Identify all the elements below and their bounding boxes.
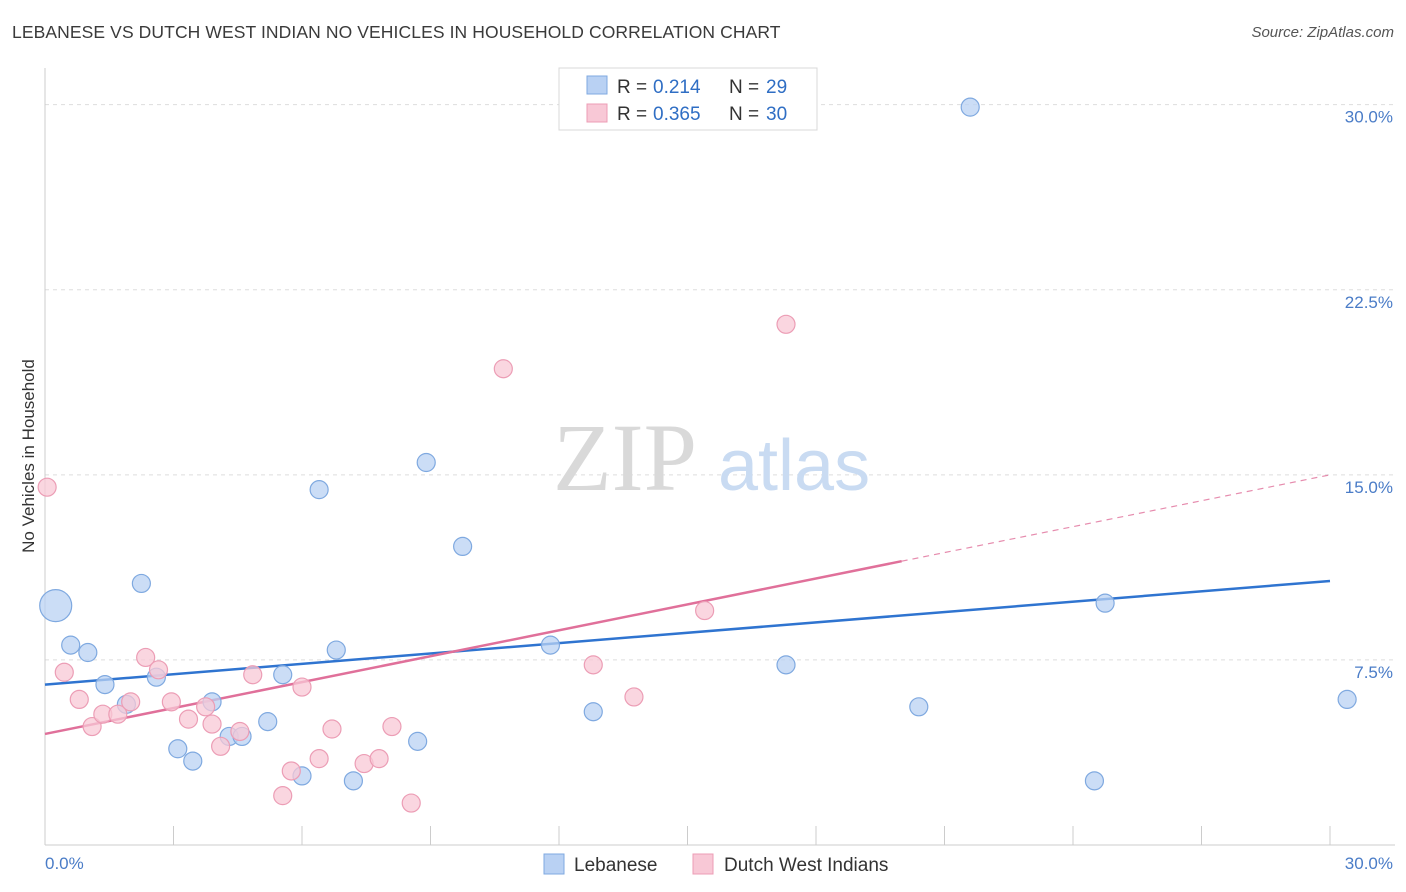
point-lebanese xyxy=(131,573,151,594)
point-dwi xyxy=(54,662,74,682)
point-lebanese xyxy=(183,751,203,771)
bottom-legend-swatch-lebanese xyxy=(543,853,565,875)
trend-line-dwi xyxy=(44,559,902,736)
point-lebanese xyxy=(78,642,98,663)
point-lebanese xyxy=(960,97,980,117)
point-dwi xyxy=(82,716,102,737)
trend-line-lebanese xyxy=(44,579,1331,686)
point-lebanese xyxy=(540,635,561,655)
point-dwi xyxy=(148,660,169,680)
tick-labels: 7.5% 15.0% 22.5% 30.0% 0.0% 30.0% xyxy=(45,108,1393,873)
point-dwi xyxy=(583,655,603,675)
point-dwi xyxy=(493,359,513,379)
y-axis-label: No Vehicles in Household xyxy=(19,359,38,553)
point-lebanese xyxy=(326,640,346,660)
point-dwi xyxy=(624,687,644,707)
point-lebanese xyxy=(408,731,428,751)
y-tick-label: 22.5% xyxy=(1345,293,1393,312)
point-dwi xyxy=(695,600,715,621)
point-dwi xyxy=(202,714,222,734)
point-lebanese xyxy=(39,589,73,623)
point-dwi xyxy=(292,677,312,697)
point-lebanese xyxy=(453,536,473,557)
point-dwi xyxy=(401,793,421,813)
legend-n-value-2: 30 xyxy=(766,104,787,125)
point-lebanese xyxy=(258,712,278,732)
point-lebanese xyxy=(583,702,603,722)
point-dwi xyxy=(273,786,293,806)
point-dwi xyxy=(309,749,329,769)
legend: R = 0.214 N = 29 R = 0.365 N = 30 xyxy=(558,67,818,131)
watermark-atlas: atlas xyxy=(718,426,870,506)
point-dwi xyxy=(230,721,250,742)
point-dwi xyxy=(161,692,181,712)
legend-swatch-dwi xyxy=(586,103,608,123)
legend-swatch-lebanese xyxy=(586,75,608,95)
point-dwi xyxy=(281,761,301,781)
point-dwi xyxy=(211,736,231,756)
point-dwi xyxy=(136,647,156,668)
point-lebanese xyxy=(95,674,115,695)
point-dwi xyxy=(196,697,216,717)
point-dwi xyxy=(178,709,199,729)
point-lebanese xyxy=(909,697,929,717)
axes xyxy=(44,68,1395,846)
point-dwi xyxy=(369,749,389,769)
point-dwi xyxy=(382,716,402,737)
trend-line-dwi-extension xyxy=(901,474,1331,562)
point-dwi xyxy=(121,692,141,712)
bottom-legend-swatch-dwi xyxy=(692,853,714,875)
point-lebanese xyxy=(1337,689,1357,710)
point-lebanese xyxy=(309,480,329,500)
y-tick-label: 30.0% xyxy=(1345,108,1393,127)
legend-n-label-2: N = xyxy=(729,104,759,125)
trend-lines xyxy=(44,474,1331,736)
point-lebanese xyxy=(776,655,796,675)
watermark-zip: ZIP xyxy=(553,404,697,511)
point-dwi xyxy=(69,689,89,710)
bottom-legend: Lebanese Dutch West Indians xyxy=(543,853,888,876)
legend-n-value-1: 29 xyxy=(766,77,787,98)
point-lebanese xyxy=(343,771,363,791)
x-tick-label: 30.0% xyxy=(1345,854,1393,873)
bottom-legend-lebanese: Lebanese xyxy=(574,855,657,876)
y-tick-label: 15.0% xyxy=(1345,478,1393,497)
legend-r-value-2: 0.365 xyxy=(653,104,701,125)
y-tick-label: 7.5% xyxy=(1354,663,1393,682)
watermark: ZIP atlas xyxy=(553,404,870,511)
point-lebanese xyxy=(273,665,293,685)
point-lebanese xyxy=(1095,593,1115,613)
point-dwi xyxy=(108,704,128,724)
legend-r-label-1: R = xyxy=(617,77,647,98)
legend-r-value-1: 0.214 xyxy=(653,77,701,98)
point-lebanese xyxy=(61,635,81,655)
bottom-legend-dwi: Dutch West Indians xyxy=(724,855,888,876)
legend-r-label-2: R = xyxy=(617,104,647,125)
legend-n-label-1: N = xyxy=(729,77,759,98)
chart-title: LEBANESE VS DUTCH WEST INDIAN NO VEHICLE… xyxy=(12,22,781,42)
point-dwi xyxy=(37,477,57,497)
data-points xyxy=(37,97,1357,813)
point-dwi xyxy=(322,719,342,739)
point-dwi xyxy=(776,314,796,334)
x-tick-label: 0.0% xyxy=(45,854,84,873)
point-lebanese xyxy=(1084,771,1105,791)
point-lebanese xyxy=(416,452,436,473)
source-label: Source: ZipAtlas.com xyxy=(1251,24,1394,41)
point-lebanese xyxy=(168,739,188,759)
point-dwi xyxy=(243,665,263,685)
